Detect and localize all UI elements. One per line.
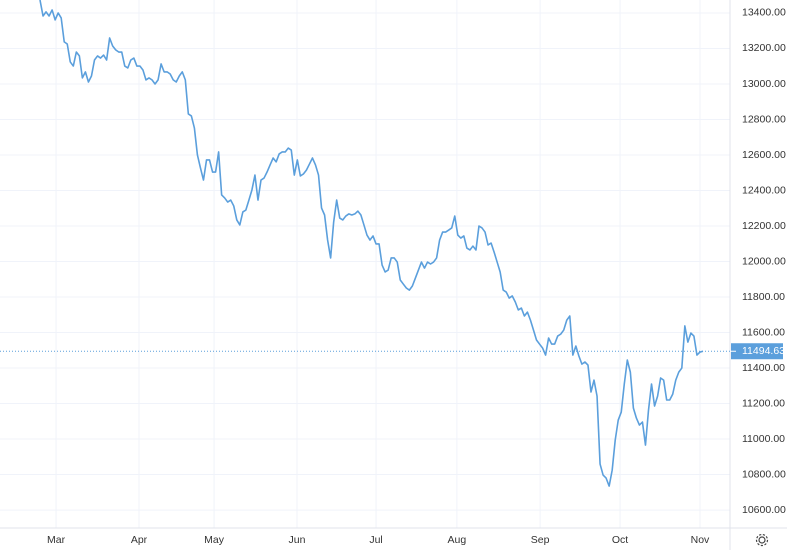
y-tick-label: 13200.00 (742, 42, 786, 54)
y-tick-label: 12800.00 (742, 113, 786, 125)
x-tick-label: Nov (691, 534, 710, 546)
y-tick-label: 11800.00 (742, 291, 785, 303)
y-tick-label: 12400.00 (742, 184, 786, 196)
y-tick-label: 11600.00 (742, 326, 785, 338)
settings-icon-core (758, 536, 766, 544)
x-tick-label: Apr (131, 534, 148, 546)
y-tick-label: 10600.00 (742, 504, 786, 516)
x-tick-label: May (204, 534, 225, 546)
y-tick-label: 10800.00 (742, 468, 786, 480)
x-tick-label: Jun (289, 534, 306, 546)
y-tick-label: 13000.00 (742, 78, 786, 90)
last-price-box (731, 343, 783, 360)
y-tick-label: 11400.00 (742, 362, 785, 374)
settings-icon-teeth (755, 533, 769, 547)
y-tick-label: 12000.00 (742, 255, 786, 267)
x-tick-label: Aug (448, 534, 467, 546)
x-tick-label: Sep (531, 534, 550, 546)
y-tick-label: 11000.00 (742, 433, 785, 445)
y-tick-label: 12600.00 (742, 149, 786, 161)
last-price-label: 11494.63 (742, 345, 785, 357)
y-tick-label: 11200.00 (742, 397, 785, 409)
x-tick-label: Oct (612, 534, 628, 546)
price-line (39, 0, 704, 487)
y-tick-label: 13400.00 (742, 7, 786, 19)
x-tick-label: Mar (47, 534, 66, 546)
y-tick-label: 12200.00 (742, 220, 786, 232)
settings-icon[interactable] (755, 533, 769, 547)
x-tick-label: Jul (369, 534, 382, 546)
